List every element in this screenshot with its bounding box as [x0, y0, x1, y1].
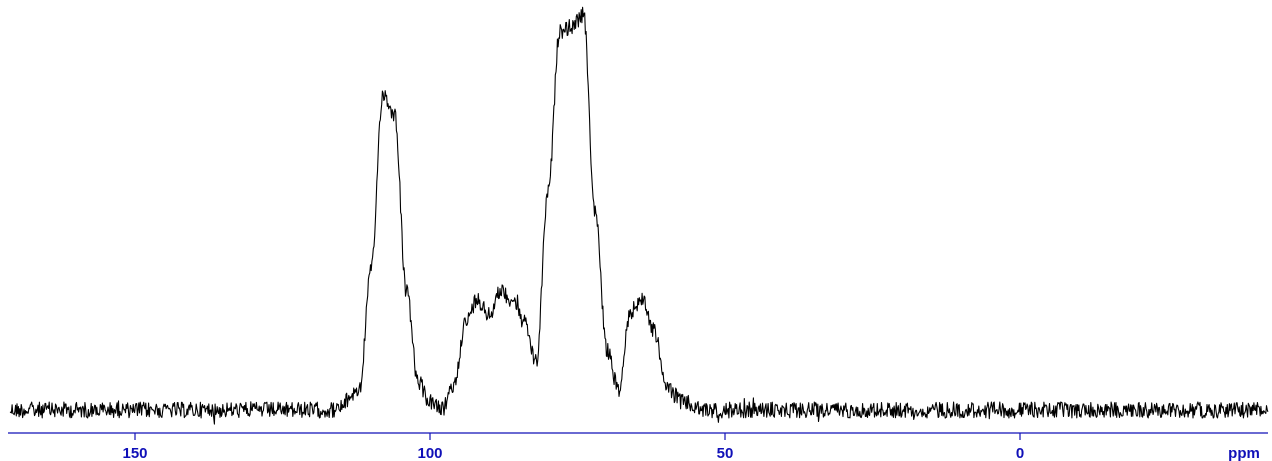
x-tick-label: 50	[717, 445, 734, 461]
spectrum-trace	[9, 6, 1269, 425]
x-tick-label: 100	[417, 445, 442, 461]
x-tick-label: 150	[122, 445, 147, 461]
x-axis-ticks: 250200150100500	[122, 433, 1024, 461]
x-axis-unit-label: ppm	[1228, 445, 1260, 461]
x-tick-label: 0	[1016, 445, 1024, 461]
